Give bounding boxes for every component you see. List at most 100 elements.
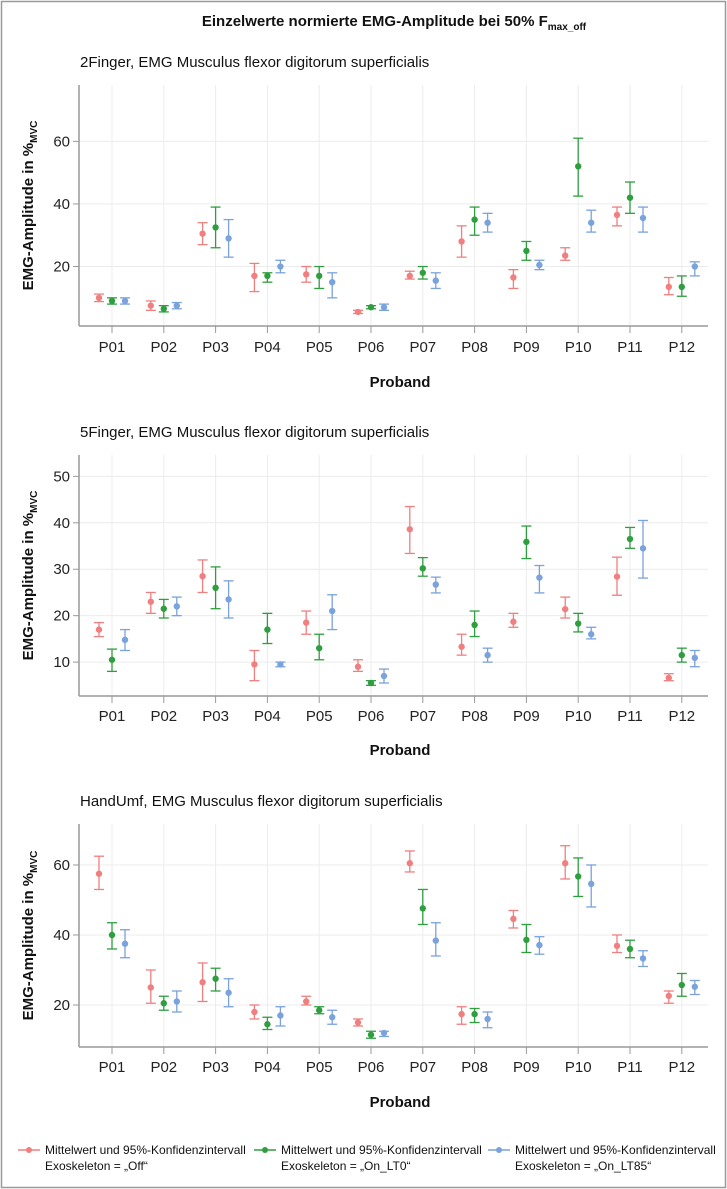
mean-point	[523, 936, 530, 944]
mean-point	[678, 283, 685, 291]
x-tick-label: P11	[617, 339, 643, 356]
y-axis-title-main: EMG-Amplitude in %	[20, 143, 37, 291]
x-tick-label: P03	[202, 339, 229, 356]
x-tick-label: P01	[99, 708, 126, 725]
series-2	[107, 857, 687, 1039]
mean-point	[562, 252, 569, 259]
mean-point	[471, 216, 478, 223]
series-2	[107, 137, 687, 313]
y-axis-title-sub: MVC	[29, 851, 40, 873]
mean-point	[406, 272, 413, 280]
mean-point	[678, 651, 685, 659]
mean-point	[588, 880, 595, 888]
mean-point	[277, 263, 284, 270]
mean-point	[626, 535, 634, 543]
x-tick-label: P06	[358, 339, 385, 356]
mean-point	[199, 572, 206, 580]
mean-point	[626, 194, 634, 201]
mean-point	[147, 598, 154, 605]
mean-point	[147, 984, 154, 991]
x-tick-label: P08	[461, 708, 488, 725]
x-tick-label: P06	[358, 708, 385, 725]
mean-point	[316, 272, 323, 280]
mean-point	[303, 619, 310, 626]
mean-point	[316, 644, 323, 652]
mean-point	[380, 304, 388, 311]
y-tick-label: 40	[53, 196, 70, 213]
mean-point	[160, 305, 167, 312]
mean-point	[354, 1019, 362, 1026]
mean-point	[484, 1015, 491, 1023]
mean-point	[251, 1008, 258, 1016]
legend-item-2: Mittelwert und 95%-Konfidenzintervall Exo…	[254, 1143, 482, 1173]
y-tick-label: 60	[53, 857, 70, 874]
mean-point	[458, 643, 465, 650]
y-axis-title-main: EMG-Amplitude in %	[20, 873, 37, 1021]
mean-point	[575, 163, 582, 170]
y-tick-label: 30	[53, 561, 70, 578]
legend-item-3: Mittelwert und 95%-Konfidenzintervall Exo…	[488, 1143, 716, 1173]
x-tick-label: P07	[409, 708, 436, 725]
series-1	[94, 206, 674, 316]
mean-point	[121, 297, 129, 305]
mean-point	[95, 294, 103, 302]
x-axis-title: Proband	[370, 742, 431, 759]
mean-point	[95, 626, 103, 633]
mean-point	[523, 538, 530, 546]
legend-marker-icon	[26, 1147, 32, 1153]
series-2	[107, 525, 687, 687]
mean-point	[121, 940, 129, 947]
y-tick-label: 20	[53, 997, 70, 1014]
mean-point	[367, 679, 375, 687]
mean-point	[329, 278, 336, 286]
mean-point	[380, 1029, 388, 1037]
mean-point	[665, 283, 672, 291]
mean-point	[432, 277, 439, 284]
chart-panel-3: HandUmf, EMG Musculus flexor digitorum s…	[20, 793, 708, 1111]
y-axis-title: EMG-Amplitude in %MVC	[20, 851, 40, 1021]
legend-marker-icon	[262, 1147, 268, 1153]
mean-point	[691, 654, 698, 662]
panel-title: 2Finger, EMG Musculus flexor digitorum s…	[80, 54, 429, 71]
mean-point	[458, 1010, 465, 1018]
mean-point	[212, 975, 219, 982]
x-tick-label: P04	[254, 708, 281, 725]
mean-point	[588, 219, 595, 226]
mean-point	[199, 979, 206, 986]
y-tick-label: 20	[53, 259, 70, 276]
mean-point	[665, 992, 672, 1000]
x-tick-label: P07	[409, 339, 436, 356]
mean-point	[536, 941, 543, 949]
x-tick-label: P04	[254, 339, 281, 356]
legend-label-line2: Exoskeleton = „On_LT85“	[515, 1159, 651, 1173]
mean-point	[562, 605, 569, 613]
mean-point	[406, 860, 413, 867]
mean-point	[264, 272, 271, 280]
y-axis-title: EMG-Amplitude in %MVC	[20, 491, 40, 661]
mean-point	[264, 1021, 271, 1028]
x-tick-label: P11	[617, 708, 643, 725]
mean-point	[432, 581, 439, 588]
mean-point	[419, 905, 426, 912]
mean-point	[588, 631, 595, 638]
mean-point	[225, 235, 232, 242]
mean-point	[160, 605, 167, 612]
x-tick-label: P12	[668, 1059, 695, 1076]
mean-point	[95, 870, 103, 877]
x-tick-label: P03	[202, 1059, 229, 1076]
mean-point	[354, 663, 362, 670]
x-tick-label: P10	[565, 708, 592, 725]
series-3	[120, 864, 700, 1038]
series-3	[120, 519, 700, 684]
mean-point	[484, 651, 491, 659]
mean-point	[510, 618, 517, 625]
x-tick-label: P12	[668, 339, 695, 356]
mean-point	[303, 271, 310, 278]
x-tick-label: P02	[150, 339, 177, 356]
mean-point	[691, 263, 698, 270]
chart-panel-1: 2Finger, EMG Musculus flexor digitorum s…	[20, 54, 708, 391]
series-1	[94, 845, 674, 1027]
legend-label-line1: Mittelwert und 95%-Konfidenzintervall	[281, 1143, 482, 1157]
x-axis-title: Proband	[370, 1094, 431, 1111]
